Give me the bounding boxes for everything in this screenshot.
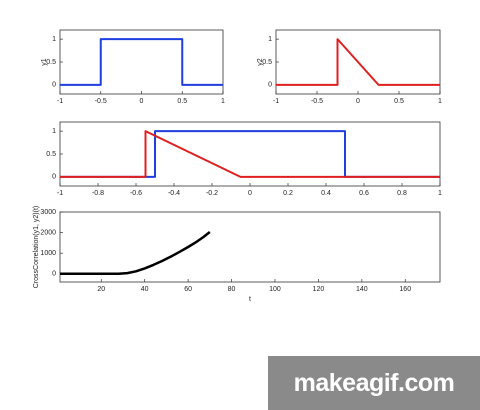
x-tick-label: 1 <box>438 190 442 197</box>
x-tick-label: 0.6 <box>359 190 369 197</box>
data-line <box>60 230 211 276</box>
y-tick-label: 0 <box>52 271 56 278</box>
x-tick-label: 140 <box>356 286 368 293</box>
x-tick-label: -1 <box>57 190 63 197</box>
axes <box>59 29 224 95</box>
x-tick-label: -0.6 <box>130 190 142 197</box>
x-tick-label: 60 <box>184 286 192 293</box>
x-tick-label: 0 <box>356 98 360 105</box>
y-tick-label: 3000 <box>40 209 56 216</box>
watermark: makeagif.com <box>268 356 480 410</box>
x-tick-label: -0.5 <box>95 98 107 105</box>
data-line <box>60 38 223 86</box>
data-line <box>276 38 440 86</box>
y-tick-label: 0 <box>52 82 56 89</box>
x-tick-label: 160 <box>399 286 411 293</box>
y-axis-label: y2 <box>257 58 264 66</box>
y-tick-label: 0.5 <box>262 59 272 66</box>
y-axis-label: CrossCorrelation(y1, y2)(t) <box>33 206 40 288</box>
y-tick-label: 1 <box>268 36 272 43</box>
x-tick-label: -0.2 <box>206 190 218 197</box>
y-tick-label: 0 <box>268 82 272 89</box>
x-tick-label: -0.8 <box>92 190 104 197</box>
x-tick-label: 0.5 <box>177 98 187 105</box>
x-tick-label: 0.5 <box>394 98 404 105</box>
axes <box>59 211 441 283</box>
x-tick-label: 120 <box>313 286 325 293</box>
x-tick-label: 1 <box>438 98 442 105</box>
x-axis-label: t <box>249 296 251 303</box>
x-tick-label: 0.4 <box>321 190 331 197</box>
y-tick-label: 0.5 <box>46 151 56 158</box>
x-tick-label: 0.2 <box>283 190 293 197</box>
x-tick-label: 20 <box>97 286 105 293</box>
x-tick-label: -0.5 <box>311 98 323 105</box>
x-tick-label: 1 <box>221 98 225 105</box>
x-tick-label: 100 <box>269 286 281 293</box>
y-tick-label: 1000 <box>40 250 56 257</box>
x-tick-label: 80 <box>228 286 236 293</box>
y-axis-label: y1 <box>41 58 48 66</box>
y-tick-label: 2000 <box>40 229 56 236</box>
y-tick-label: 0 <box>52 174 56 181</box>
x-tick-label: -1 <box>57 98 63 105</box>
x-tick-label: 40 <box>141 286 149 293</box>
x-tick-label: 0.8 <box>397 190 407 197</box>
y-tick-label: 1 <box>52 36 56 43</box>
y-tick-label: 1 <box>52 128 56 135</box>
data-line <box>60 130 440 178</box>
x-tick-label: -1 <box>273 98 279 105</box>
x-tick-label: 0 <box>140 98 144 105</box>
x-tick-label: 0 <box>248 190 252 197</box>
x-tick-label: -0.4 <box>168 190 180 197</box>
y-tick-label: 0.5 <box>46 59 56 66</box>
